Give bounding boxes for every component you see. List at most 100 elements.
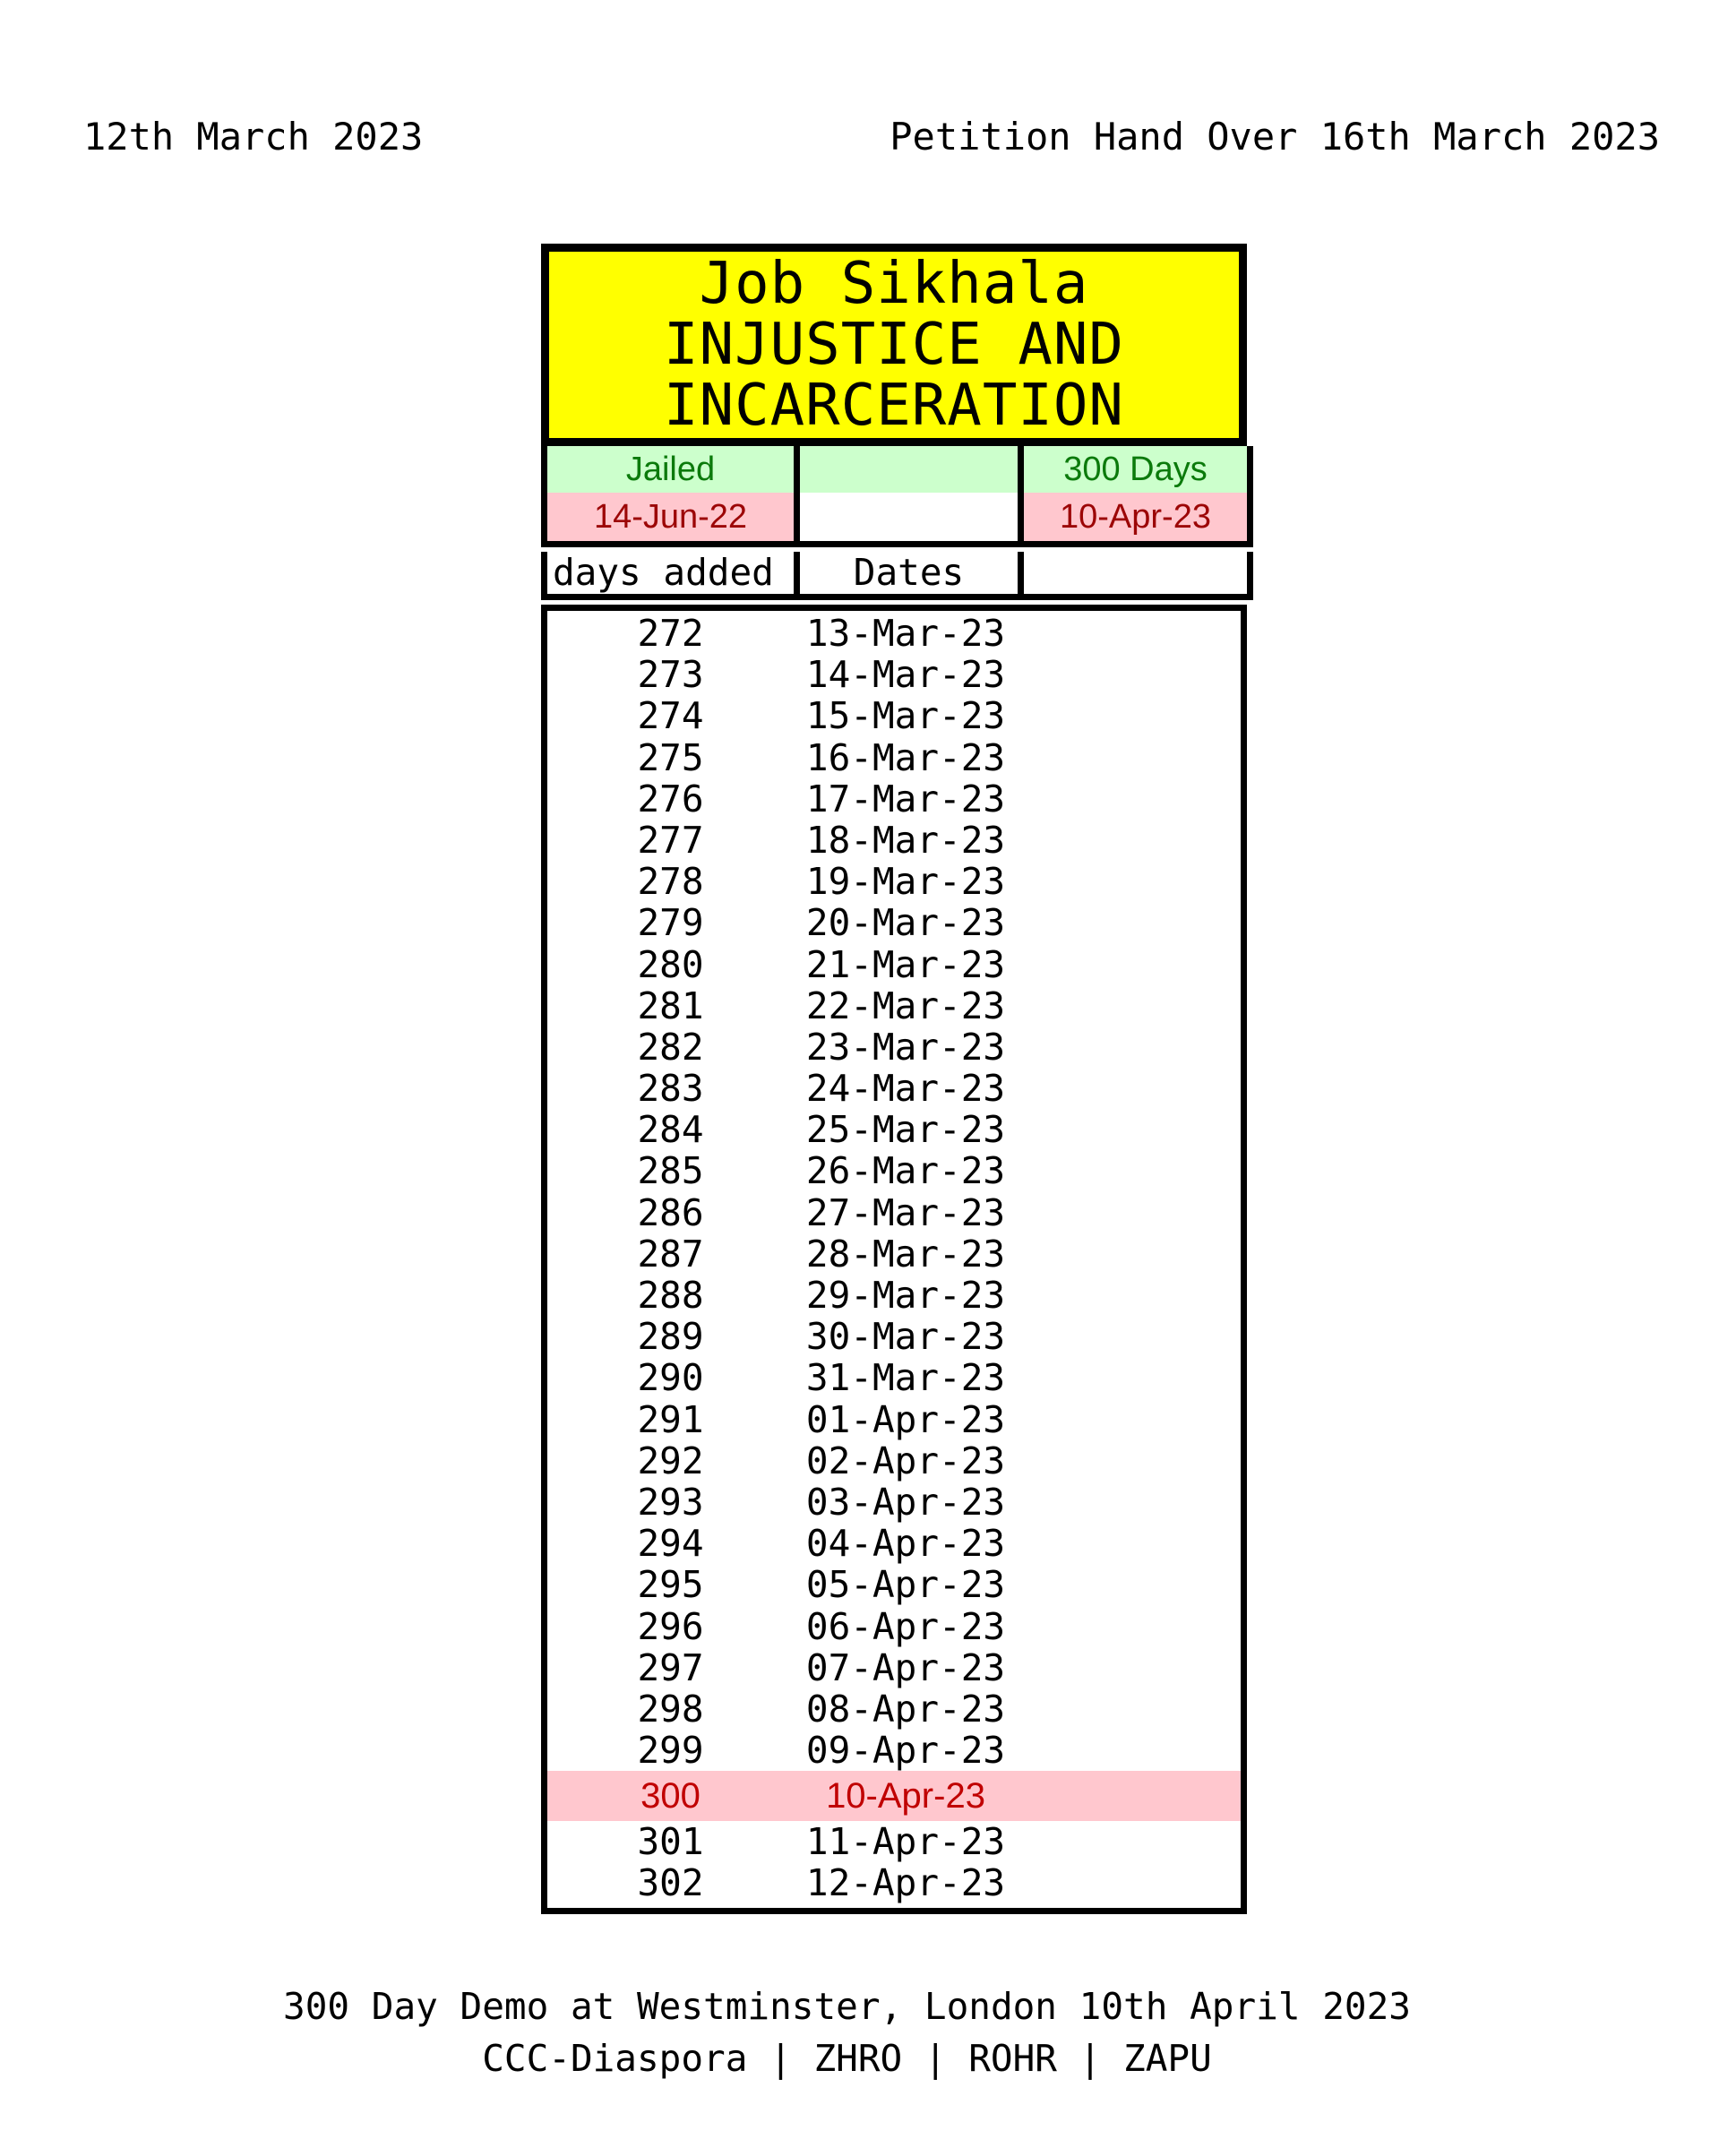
- date-cell: 30-Mar-23: [805, 1315, 1006, 1359]
- table-row: 276 17-Mar-23: [547, 778, 1241, 820]
- table-row: 291 01-Apr-23: [547, 1397, 1241, 1441]
- column-header-row: days added Dates: [541, 551, 1253, 600]
- milestone-date: 10-Apr-23: [1018, 493, 1253, 547]
- day-count-cell: 299: [637, 1729, 704, 1773]
- day-count-cell: 284: [637, 1108, 704, 1152]
- date-cell: 24-Mar-23: [805, 1067, 1006, 1111]
- table-row: 285 26-Mar-23: [547, 1150, 1241, 1191]
- date-cell: 01-Apr-23: [805, 1397, 1006, 1441]
- milestone-label: 300 Days: [1018, 446, 1253, 493]
- table-row: 295 05-Apr-23: [547, 1564, 1241, 1605]
- date-cell: 09-Apr-23: [805, 1729, 1006, 1773]
- jailed-date: 14-Jun-22: [541, 493, 800, 547]
- title-line-2: INJUSTICE AND: [664, 312, 1124, 378]
- column-header-days-added: days added: [541, 551, 800, 600]
- date-cell: 02-Apr-23: [805, 1439, 1006, 1482]
- date-cell: 28-Mar-23: [805, 1232, 1006, 1276]
- table-row: 287 28-Mar-23: [547, 1233, 1241, 1275]
- day-count-cell: 274: [637, 694, 704, 738]
- days-table: 272 13-Mar-23 273 14-Mar-23 274 15-Mar-23 275 1…: [541, 605, 1247, 1914]
- day-count-cell: 301: [637, 1820, 704, 1864]
- date-cell: 06-Apr-23: [805, 1604, 1006, 1648]
- date-cell: 15-Mar-23: [805, 694, 1006, 738]
- table-row: 286 27-Mar-23: [547, 1190, 1241, 1234]
- day-count-cell: 300: [640, 1776, 700, 1817]
- status-table: Jailed 300 Days 14-Jun-22 10-Apr-23: [541, 446, 1253, 547]
- table-row: 284 25-Mar-23: [547, 1109, 1241, 1150]
- day-count-cell: 272: [637, 612, 704, 655]
- date-cell: 25-Mar-23: [805, 1108, 1006, 1152]
- day-count-cell: 302: [637, 1861, 704, 1905]
- date-cell: 03-Apr-23: [805, 1480, 1006, 1524]
- table-row: 297 07-Apr-23: [547, 1645, 1241, 1689]
- day-count-cell: 282: [637, 1025, 704, 1069]
- day-count-cell: 280: [637, 942, 704, 986]
- table-row: 290 31-Mar-23: [547, 1357, 1241, 1398]
- table-row: 281 22-Mar-23: [547, 984, 1241, 1027]
- table-row: 292 02-Apr-23: [547, 1440, 1241, 1482]
- table-row: 293 03-Apr-23: [547, 1482, 1241, 1523]
- day-count-cell: 273: [637, 653, 704, 697]
- countdown-sheet: Job Sikhala INJUSTICE AND INCARCERATION …: [541, 244, 1253, 1914]
- day-count-cell: 297: [637, 1645, 704, 1689]
- column-header-dates: Dates: [794, 551, 1024, 600]
- day-count-cell: 286: [637, 1190, 704, 1234]
- table-row: 296 06-Apr-23: [547, 1604, 1241, 1648]
- day-count-cell: 296: [637, 1604, 704, 1648]
- title-line-1: Job Sikhala: [699, 251, 1089, 317]
- day-count-cell: 277: [637, 818, 704, 862]
- date-cell: 23-Mar-23: [805, 1025, 1006, 1069]
- day-count-cell: 295: [637, 1563, 704, 1607]
- table-row: 283 24-Mar-23: [547, 1068, 1241, 1109]
- table-row: 288 29-Mar-23: [547, 1275, 1241, 1316]
- table-row: 294 04-Apr-23: [547, 1523, 1241, 1564]
- day-count-cell: 278: [637, 860, 704, 904]
- day-count-cell: 289: [637, 1315, 704, 1359]
- date-cell: 27-Mar-23: [805, 1190, 1006, 1234]
- date-cell: 07-Apr-23: [805, 1645, 1006, 1689]
- status-row-labels: Jailed 300 Days: [541, 446, 1253, 493]
- footer: 300 Day Demo at Westminster, London 10th…: [0, 1985, 1706, 2080]
- date-cell: 29-Mar-23: [805, 1274, 1006, 1317]
- date-cell: 20-Mar-23: [805, 901, 1006, 945]
- day-count-cell: 294: [637, 1522, 704, 1566]
- footer-line-1: 300 Day Demo at Westminster, London 10th…: [283, 1985, 1411, 2028]
- table-row: 275 16-Mar-23: [547, 735, 1241, 779]
- column-header-table: days added Dates: [541, 551, 1253, 600]
- title-line-3: INCARCERATION: [664, 373, 1124, 439]
- day-count-cell: 279: [637, 901, 704, 945]
- status-row-dates: 14-Jun-22 10-Apr-23: [541, 493, 1253, 547]
- table-row: 302 12-Apr-23: [547, 1862, 1241, 1903]
- table-row: 279 20-Mar-23: [547, 902, 1241, 943]
- date-cell: 18-Mar-23: [805, 818, 1006, 862]
- header-petition-right: Petition Hand Over 16th March 2023: [890, 115, 1660, 159]
- date-cell: 22-Mar-23: [805, 984, 1006, 1027]
- date-cell: 14-Mar-23: [805, 653, 1006, 697]
- day-count-cell: 276: [637, 777, 704, 820]
- day-count-cell: 283: [637, 1067, 704, 1111]
- title-box: Job Sikhala INJUSTICE AND INCARCERATION: [541, 244, 1247, 446]
- day-count-cell: 287: [637, 1232, 704, 1276]
- table-row: 299 09-Apr-23: [547, 1730, 1241, 1771]
- table-row: 274 15-Mar-23: [547, 695, 1241, 736]
- status-spacer-cell: [794, 446, 1024, 493]
- day-count-cell: 275: [637, 735, 704, 779]
- day-count-cell: 281: [637, 984, 704, 1027]
- footer-line-2: CCC-Diaspora | ZHRO | ROHR | ZAPU: [482, 2037, 1212, 2080]
- date-cell: 11-Apr-23: [805, 1820, 1006, 1864]
- header-date-left: 12th March 2023: [83, 115, 424, 159]
- table-row: 272 13-Mar-23: [547, 613, 1241, 654]
- date-cell: 26-Mar-23: [805, 1149, 1006, 1193]
- table-row: 298 08-Apr-23: [547, 1688, 1241, 1730]
- table-row: 277 18-Mar-23: [547, 820, 1241, 861]
- date-cell: 05-Apr-23: [805, 1563, 1006, 1607]
- table-row-highlight-300: 300 10-Apr-23: [547, 1771, 1241, 1822]
- date-cell: 21-Mar-23: [805, 942, 1006, 986]
- date-cell: 12-Apr-23: [805, 1861, 1006, 1905]
- date-cell: 31-Mar-23: [805, 1356, 1006, 1400]
- table-row: 280 21-Mar-23: [547, 942, 1241, 986]
- table-row: 301 11-Apr-23: [547, 1821, 1241, 1862]
- table-row: 273 14-Mar-23: [547, 654, 1241, 695]
- day-count-cell: 298: [637, 1687, 704, 1731]
- status-blank-cell: [794, 493, 1024, 547]
